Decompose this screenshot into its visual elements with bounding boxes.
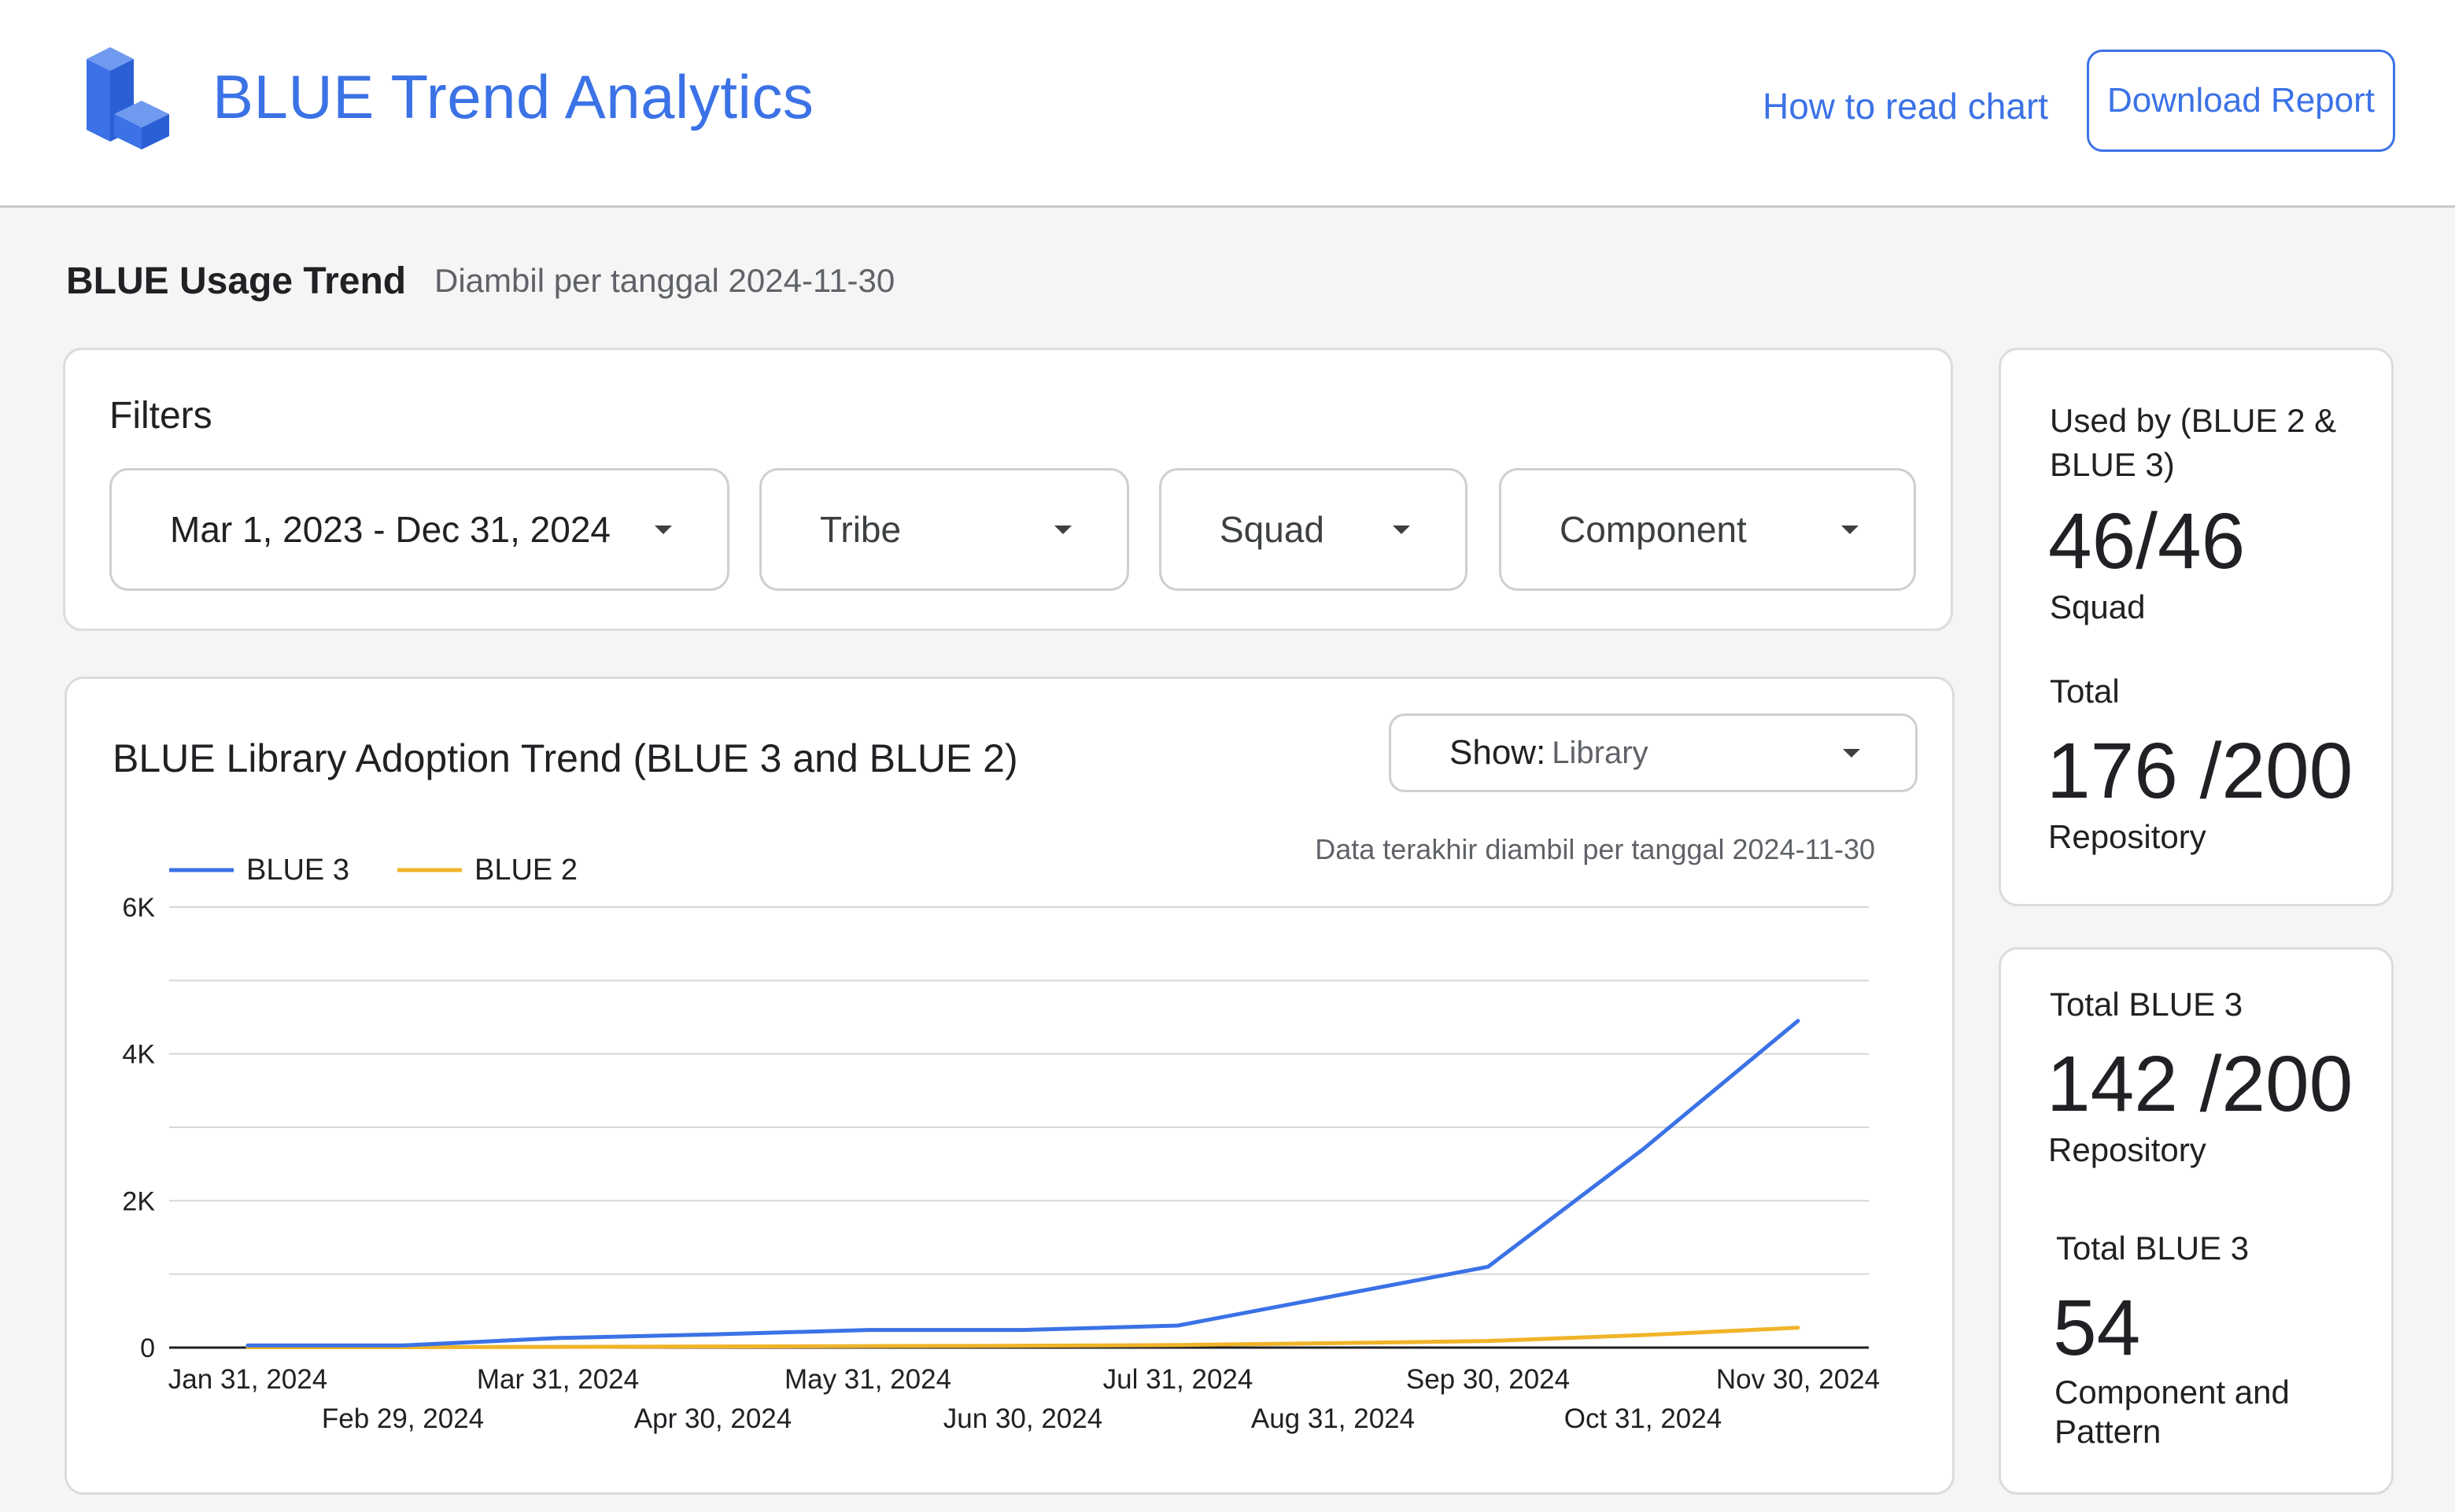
x-tick-label: Jul 31, 2024 (1103, 1364, 1253, 1395)
legend-label: BLUE 2 (474, 854, 578, 887)
y-tick-label: 0 (140, 1333, 155, 1363)
app-header: BLUE Trend Analytics How to read chart D… (0, 0, 2455, 208)
section-title: BLUE Usage Trend (66, 260, 407, 302)
line-chart: 0 2K 4K 6K Jan 31, 2024 Feb 29, 2024 Mar 31, 2… (122, 854, 1880, 1434)
component-pattern-unit: Component and Pattern (2054, 1374, 2290, 1450)
caret-down-icon (1843, 749, 1860, 758)
y-tick-label: 6K (122, 893, 155, 923)
total-blue3-component-label: Total BLUE 3 (2056, 1230, 2250, 1267)
x-tick-label: Oct 31, 2024 (1564, 1403, 1722, 1434)
filters-title: Filters (109, 395, 212, 437)
caret-down-icon (1841, 526, 1859, 534)
y-tick-label: 2K (122, 1186, 155, 1216)
app-title: BLUE Trend Analytics (212, 62, 814, 131)
tribe-dropdown[interactable]: Tribe (759, 468, 1129, 591)
download-report-button[interactable]: Download Report (2087, 50, 2395, 152)
stacked-cubes-logo-icon (87, 47, 169, 149)
used-by-label: Used by (BLUE 2 & BLUE 3) (2050, 402, 2337, 483)
x-tick-label: Mar 31, 2024 (477, 1364, 639, 1395)
section-subtitle: Diambil per tanggal 2024-11-30 (434, 262, 895, 299)
caret-down-icon (1054, 526, 1072, 534)
y-tick-label: 4K (122, 1040, 155, 1070)
x-tick-label: Sep 30, 2024 (1406, 1364, 1570, 1395)
x-tick-label: May 31, 2024 (784, 1364, 951, 1395)
chart-title: BLUE Library Adoption Trend (BLUE 3 and … (113, 736, 1018, 780)
date-range-value: Mar 1, 2023 - Dec 31, 2024 (170, 509, 611, 550)
repository-count-value: 176 /200 (2047, 727, 2353, 815)
blue3-stats-card: Total BLUE 3 142 /200 Repository Total B… (1999, 947, 2394, 1495)
blue3-component-value: 54 (2053, 1284, 2141, 1372)
x-tick-label: Apr 30, 2024 (634, 1403, 792, 1434)
x-tick-label: Aug 31, 2024 (1251, 1403, 1415, 1434)
squad-value: Squad (1220, 509, 1325, 550)
squad-dropdown[interactable]: Squad (1159, 468, 1467, 591)
date-range-dropdown[interactable]: Mar 1, 2023 - Dec 31, 2024 (109, 468, 729, 591)
show-dropdown[interactable]: Show: Library (1389, 714, 1918, 792)
usage-stats-card: Used by (BLUE 2 & BLUE 3) 46/46 Squad To… (1999, 348, 2394, 906)
caret-down-icon (655, 526, 672, 534)
filters-card: Filters Mar 1, 2023 - Dec 31, 2024 Tribe… (63, 348, 1953, 631)
x-tick-label: Feb 29, 2024 (322, 1403, 484, 1434)
chart-data-note: Data terakhir diambil per tanggal 2024-1… (1315, 833, 1875, 865)
squad-count-value: 46/46 (2048, 497, 2246, 585)
x-tick-label: Nov 30, 2024 (1716, 1364, 1880, 1395)
blue3-repository-unit: Repository (2048, 1131, 2206, 1168)
component-value: Component (1560, 509, 1747, 550)
repository-unit-label: Repository (2048, 818, 2206, 855)
legend-label: BLUE 3 (246, 854, 349, 887)
show-value: Library (1552, 735, 1648, 770)
total-blue3-label: Total BLUE 3 (2050, 986, 2243, 1023)
total-label: Total (2050, 673, 2120, 710)
show-label: Show: (1449, 733, 1546, 772)
caret-down-icon (1393, 526, 1410, 534)
series-line-blue-3 (246, 1019, 1800, 1348)
x-tick-label: Jun 30, 2024 (943, 1403, 1102, 1434)
squad-unit-label: Squad (2050, 588, 2146, 625)
adoption-chart-card: BLUE Library Adoption Trend (BLUE 3 and … (65, 677, 1955, 1495)
how-to-read-chart-link[interactable]: How to read chart (1763, 86, 2049, 127)
series-line-blue-2 (246, 1326, 1800, 1350)
x-tick-label: Jan 31, 2024 (168, 1364, 327, 1395)
component-dropdown[interactable]: Component (1499, 468, 1916, 591)
tribe-value: Tribe (820, 509, 902, 550)
blue3-repository-value: 142 /200 (2047, 1040, 2353, 1128)
